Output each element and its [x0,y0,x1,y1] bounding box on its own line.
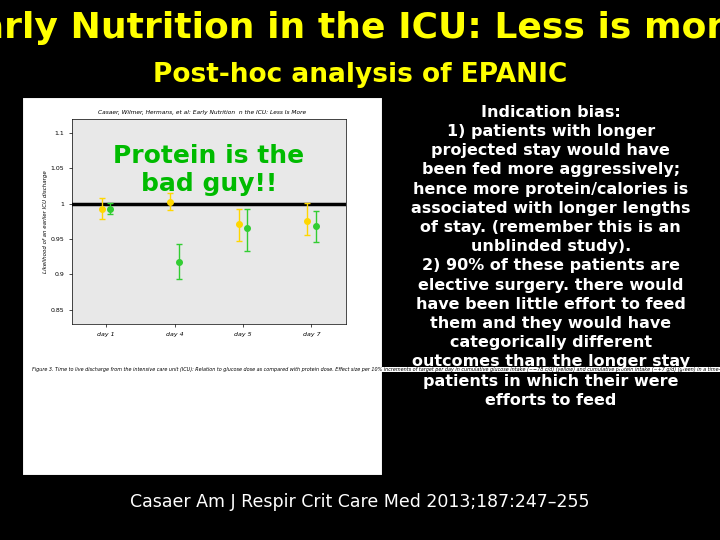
Text: Casaer, Wilmer, Hermans, et al: Early Nutrition  n the ICU: Less Is More: Casaer, Wilmer, Hermans, et al: Early Nu… [97,111,306,116]
Text: Figure 3. Time to live discharge from the intensive care unit (ICU): Relation to: Figure 3. Time to live discharge from th… [32,368,720,373]
Y-axis label: Likelihood of an earlier ICU discharge: Likelihood of an earlier ICU discharge [42,170,48,273]
Text: Post-hoc analysis of EPANIC: Post-hoc analysis of EPANIC [153,62,567,88]
Text: Indication bias:
1) patients with longer
projected stay would have
been fed more: Indication bias: 1) patients with longer… [411,105,690,408]
Text: Casaer Am J Respir Crit Care Med 2013;187:247–255: Casaer Am J Respir Crit Care Med 2013;18… [130,493,590,511]
Text: Protein is the
bad guy!!: Protein is the bad guy!! [113,144,305,196]
Text: Early Nutrition in the ICU: Less is more!: Early Nutrition in the ICU: Less is more… [0,11,720,44]
